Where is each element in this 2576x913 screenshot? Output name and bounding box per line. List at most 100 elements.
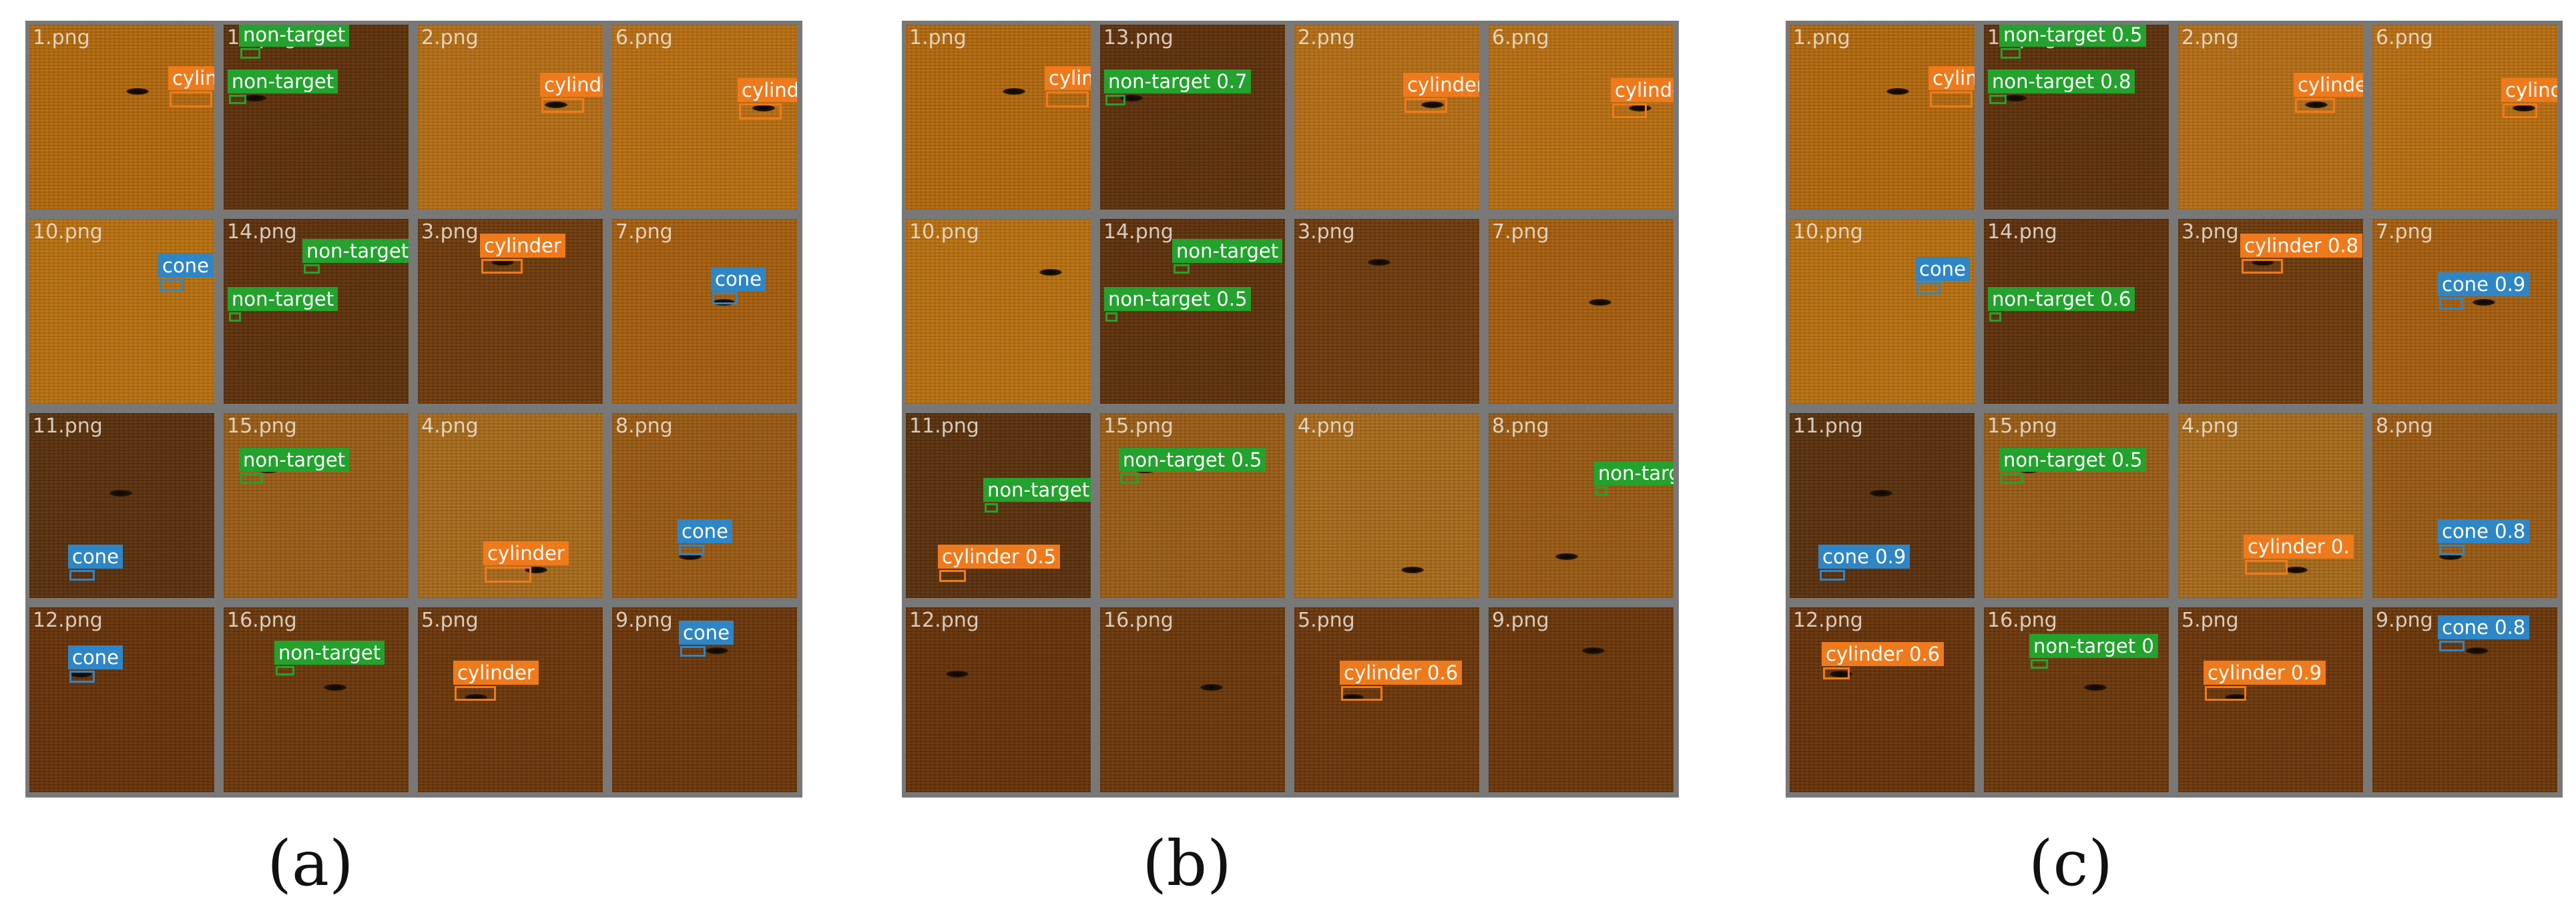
sonar-image-tile: 1.png cylinder [906, 25, 1091, 210]
tile-filename: 7.png [1492, 220, 1549, 244]
sonar-texture [906, 219, 1091, 404]
sonar-image-tile: 13.png non-target 0.7 [1100, 25, 1285, 210]
bounding-box [1341, 686, 1382, 701]
seafloor-object [1870, 490, 1892, 497]
seafloor-object [2473, 299, 2495, 306]
sonar-image-tile: 3.png cylinder 0.8 [2178, 219, 2363, 404]
bounding-box [1930, 91, 1973, 107]
bounding-box [2439, 641, 2465, 651]
sonar-texture [1100, 413, 1285, 598]
seafloor-object [752, 105, 775, 111]
detection-label: non-target 0.5 [1999, 448, 2147, 472]
sonar-image-tile: 15.png non-target [224, 413, 409, 598]
sonar-texture [1489, 607, 1673, 792]
tile-filename: 6.png [1492, 26, 1549, 49]
tile-filename: 9.png [1492, 609, 1549, 632]
seafloor-object [465, 694, 487, 701]
seafloor-object [324, 684, 346, 691]
detection-label: cylinder [483, 541, 569, 565]
detection-label: cone [679, 621, 734, 645]
seafloor-object [2285, 567, 2308, 573]
result-panel: 1.pngcylinder13.pngnon-targetnon-target2… [25, 21, 802, 798]
tile-filename: 8.png [2376, 414, 2433, 438]
sonar-image-tile: 2.png cylinder [1294, 25, 1479, 210]
tile-filename: 15.png [227, 414, 297, 438]
sonar-image-tile: 16.png [1100, 607, 1285, 792]
sonar-texture [1489, 413, 1673, 598]
sonar-image-tile: 10.png cone [29, 219, 214, 404]
sonar-texture [612, 25, 797, 210]
sonar-texture [2178, 413, 2363, 598]
detection-label: cylinder [1611, 78, 1673, 102]
detection-label: cylinder 0.6 [1822, 642, 1945, 666]
sonar-image-tile: 4.png cylinder [418, 413, 603, 598]
bounding-box [1120, 473, 1139, 484]
seafloor-object [2004, 95, 2027, 101]
tile-filename: 5.png [421, 609, 479, 632]
tile-filename: 6.png [2376, 26, 2433, 49]
sonar-image-tile: 11.png cone [29, 413, 214, 598]
tile-filename: 8.png [615, 414, 673, 438]
bounding-box [240, 473, 263, 484]
detection-label: cylinder [738, 78, 797, 102]
detection-label: cone [1915, 257, 1970, 281]
sonar-image-tile: 14.png non-target non-target 0.5 [1100, 219, 1285, 404]
sonar-texture [1294, 413, 1479, 598]
seafloor-object [2225, 694, 2248, 701]
tile-filename: 16.png [1987, 609, 2057, 632]
seafloor-object [109, 490, 132, 497]
sonar-image-tile: 11.png cone 0.9 [1790, 413, 1975, 598]
detection-label: cone [158, 254, 213, 278]
bounding-box [1046, 91, 1089, 107]
sonar-image-tile: 9.png [1489, 607, 1673, 792]
sonar-image-tile: 7.png cone [612, 219, 797, 404]
seafloor-object [69, 671, 92, 677]
tile-filename: 11.png [1793, 414, 1863, 438]
seafloor-object [1886, 88, 1909, 95]
sonar-image-tile: 9.png cone [612, 607, 797, 792]
tile-filename: 11.png [909, 414, 979, 438]
detection-label: cone 0.9 [2438, 272, 2530, 296]
sonar-image-tile: 1.png cylinder [29, 25, 214, 210]
seafloor-object [1830, 671, 1852, 677]
detection-label: non-target 0.5 [1119, 448, 1266, 472]
tile-filename: 4.png [1298, 414, 1355, 438]
seafloor-object [2084, 684, 2107, 691]
sonar-image-tile: 12.png cylinder 0.6 [1790, 607, 1975, 792]
bounding-box [1105, 312, 1117, 322]
tile-filename: 1.png [1793, 26, 1850, 49]
detection-label: cone [711, 267, 766, 291]
bounding-box [1174, 264, 1190, 274]
tile-filename: 2.png [1298, 26, 1355, 49]
seafloor-object [1401, 567, 1424, 573]
seafloor-object [126, 88, 149, 95]
seafloor-object [2513, 105, 2535, 111]
panel-caption: (a) [267, 828, 354, 900]
tile-filename: 6.png [615, 26, 673, 49]
sonar-texture [224, 413, 409, 598]
tile-filename: 13.png [1103, 26, 1174, 49]
tile-filename: 5.png [2181, 609, 2239, 632]
sonar-image-tile: 9.png cone 0.8 [2372, 607, 2557, 792]
bounding-box [455, 686, 496, 701]
sonar-texture [1294, 219, 1479, 404]
sonar-texture [2178, 25, 2363, 210]
tile-filename: 3.png [421, 220, 479, 244]
sonar-texture [1984, 25, 2169, 210]
sonar-texture [418, 607, 603, 792]
bounding-box [2439, 298, 2463, 310]
bounding-box [304, 264, 320, 274]
sonar-image-tile: 5.png cylinder 0.9 [2178, 607, 2363, 792]
seafloor-object [2439, 553, 2462, 560]
seafloor-object [2305, 101, 2328, 108]
detection-label: cylinder [453, 661, 539, 685]
bounding-box [2031, 659, 2048, 669]
tile-filename: 16.png [1103, 609, 1174, 632]
sonar-texture [1294, 25, 1479, 210]
tile-filename: 14.png [227, 220, 297, 244]
detection-label: cylinder [480, 234, 565, 258]
tile-filename: 3.png [2181, 220, 2239, 244]
detection-label: cylinder [168, 66, 214, 90]
sonar-image-tile: 11.png non-target cylinder 0.5 [906, 413, 1091, 598]
bounding-box [1989, 95, 2007, 104]
